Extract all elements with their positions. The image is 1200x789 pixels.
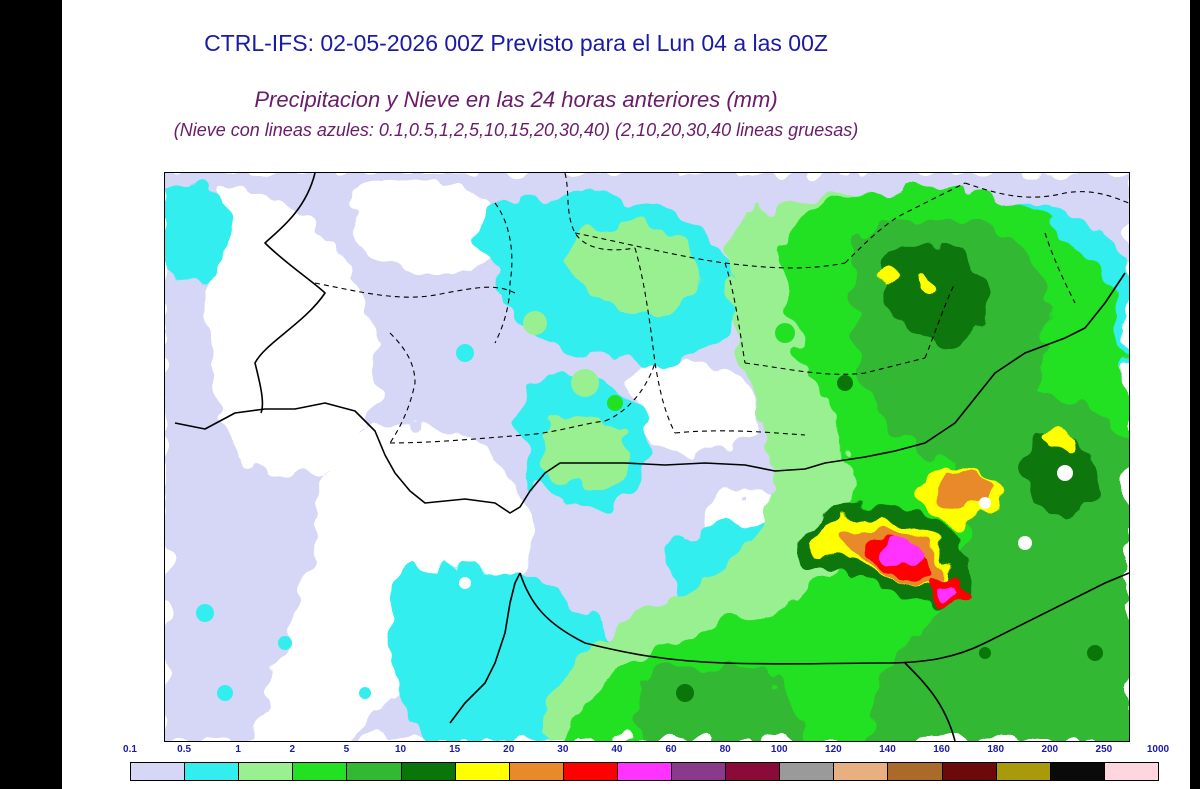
field-cyan bbox=[165, 181, 231, 284]
field-dry-north bbox=[349, 183, 507, 276]
border-a bbox=[389, 332, 416, 444]
precip-cell bbox=[607, 395, 623, 411]
border-f bbox=[674, 430, 806, 436]
legend-tick-label: 100 bbox=[770, 744, 788, 755]
legend-tick-label: 20 bbox=[503, 744, 515, 755]
precip-cell bbox=[459, 577, 471, 589]
legend-swatch bbox=[833, 762, 889, 781]
legend-tick-label: 40 bbox=[611, 744, 623, 755]
precip-cell bbox=[1087, 645, 1103, 661]
field-yellow-spot bbox=[915, 279, 935, 299]
coastline-north-africa bbox=[174, 272, 1126, 514]
page-title: CTRL-IFS: 02-05-2026 00Z Previsto para e… bbox=[204, 30, 828, 56]
legend-tick-label: 140 bbox=[879, 744, 896, 755]
precip-cell bbox=[571, 369, 599, 397]
legend-tick-label: 1 bbox=[235, 744, 241, 755]
snow-lines-note: (Nieve con lineas azules: 0.1,0.5,1,2,5,… bbox=[173, 120, 859, 140]
legend-tick-label: 30 bbox=[557, 744, 569, 755]
precip-cell bbox=[456, 344, 474, 362]
legend-swatch bbox=[130, 762, 186, 781]
legend-swatch bbox=[184, 762, 240, 781]
legend-swatch bbox=[616, 762, 673, 781]
forecast-figure: CTRL-IFS: 02-05-2026 00Z Previsto para e… bbox=[62, 0, 1190, 789]
legend-tick-label: 160 bbox=[933, 744, 950, 755]
legend-swatch bbox=[400, 762, 456, 781]
legend-swatch bbox=[725, 762, 781, 781]
legend-swatch bbox=[779, 762, 835, 781]
precip-cell bbox=[1057, 465, 1073, 481]
legend-tick-label: 15 bbox=[449, 744, 461, 755]
precip-cell bbox=[755, 403, 775, 423]
border-d bbox=[564, 173, 636, 251]
legend-swatch bbox=[1103, 762, 1159, 781]
legend-swatch bbox=[995, 762, 1051, 781]
legend-swatch bbox=[238, 762, 294, 781]
border-c bbox=[494, 202, 513, 344]
field-mid-green bbox=[639, 665, 805, 741]
legend-tick-label: 5 bbox=[343, 744, 350, 755]
field-yellow-spot bbox=[877, 266, 901, 284]
map-subtitle: Precipitacion y Nieve en las 24 horas an… bbox=[254, 87, 778, 112]
legend-swatch bbox=[562, 762, 618, 781]
legend-swatch bbox=[671, 762, 727, 781]
border-i bbox=[724, 262, 746, 364]
field-dark-green bbox=[883, 243, 987, 345]
precip-cell bbox=[979, 497, 991, 509]
legend-swatch bbox=[454, 762, 510, 781]
field-magenta-peak bbox=[885, 541, 929, 565]
precip-cell bbox=[979, 647, 991, 659]
coastline-southeast bbox=[904, 662, 956, 741]
legend-tick-label: 60 bbox=[665, 744, 677, 755]
border-l bbox=[924, 282, 956, 359]
field-magenta-peak bbox=[931, 584, 955, 598]
coastline-iberia-south bbox=[519, 572, 1129, 665]
legend-tick-label: 1000 bbox=[1146, 744, 1170, 755]
border-north bbox=[314, 282, 516, 298]
legend-tick-label: 0.5 bbox=[177, 744, 192, 755]
precip-cell bbox=[737, 705, 753, 721]
legend-tick-label: 120 bbox=[825, 744, 842, 755]
border-j bbox=[744, 357, 926, 375]
coastline-strait bbox=[449, 572, 521, 724]
precip-cell bbox=[676, 684, 694, 702]
precip-cell bbox=[837, 375, 853, 391]
precip-cell bbox=[775, 323, 795, 343]
legend-swatch bbox=[1049, 762, 1105, 781]
precip-cell bbox=[359, 687, 371, 699]
precip-cell bbox=[278, 636, 292, 650]
precipitation-map bbox=[164, 172, 1130, 742]
legend-swatch bbox=[887, 762, 943, 781]
scattered-cells bbox=[196, 311, 1103, 721]
field-light-green bbox=[564, 225, 705, 313]
field-dry-center bbox=[255, 426, 530, 741]
border-h bbox=[574, 232, 846, 269]
legend-swatch bbox=[292, 762, 348, 781]
color-legend: 0.1 0.5 1 2 5 10 15 20 30 40 60 80 100 120 140 160 180 20… bbox=[123, 744, 1169, 786]
precip-cell bbox=[523, 311, 547, 335]
border-b bbox=[389, 420, 606, 444]
coastlines bbox=[174, 173, 1129, 741]
field-dry-west bbox=[205, 191, 377, 479]
legend-tick-label: 10 bbox=[394, 744, 407, 755]
precip-cell bbox=[1018, 536, 1032, 550]
border-m bbox=[964, 182, 1129, 204]
legend-tick-label: 200 bbox=[1041, 744, 1059, 755]
field-light-green bbox=[539, 411, 631, 492]
border-e bbox=[634, 247, 676, 434]
legend-swatch bbox=[508, 762, 564, 781]
field-yellow-spot bbox=[1041, 430, 1073, 452]
legend-tick-label: 80 bbox=[719, 744, 731, 755]
coastline-west bbox=[254, 173, 326, 414]
precip-cell bbox=[217, 685, 233, 701]
province-borders bbox=[314, 173, 1129, 444]
legend-swatch bbox=[941, 762, 997, 781]
legend-tick-label: 250 bbox=[1095, 744, 1113, 755]
legend-swatch bbox=[346, 762, 402, 781]
precip-cell bbox=[196, 604, 214, 622]
legend-tick-label: 180 bbox=[987, 744, 1005, 755]
map-canvas bbox=[165, 173, 1129, 741]
legend-tick-label: 0.1 bbox=[123, 744, 137, 755]
legend-tick-label: 2 bbox=[289, 744, 296, 755]
